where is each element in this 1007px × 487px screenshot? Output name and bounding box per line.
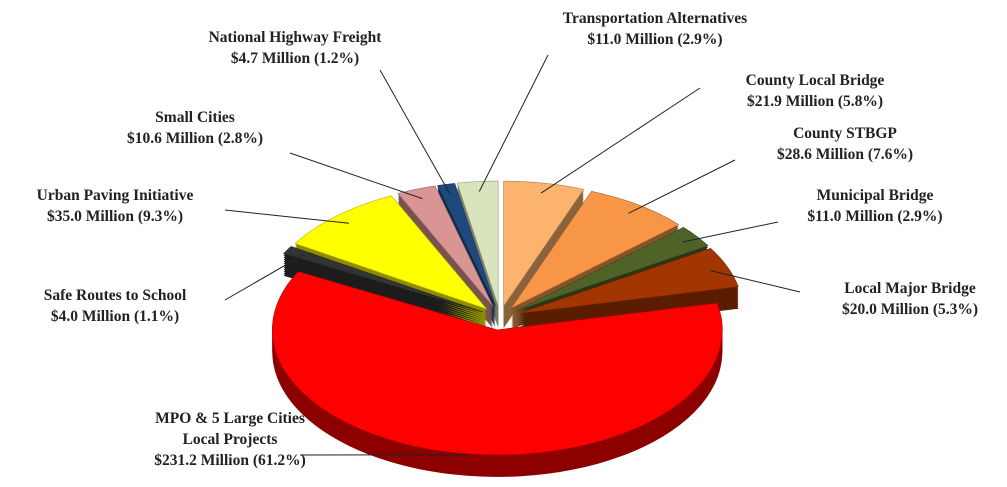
- slice-value-label: $20.0 Million (5.3%): [841, 301, 979, 318]
- slice: [272, 271, 723, 456]
- slice-value-label: $4.0 Million (1.1%): [50, 308, 180, 325]
- slice: [503, 180, 585, 308]
- slice-label: MPO & 5 Large Cities Local Projects: [155, 410, 305, 448]
- slice-value-label: $11.0 Million (2.9%): [587, 31, 723, 48]
- leader-line: [540, 87, 701, 194]
- slice-label: Transportation Alternatives: [562, 10, 748, 27]
- slice: [397, 185, 494, 307]
- slice-value-label: $4.7 Million (1.2%): [230, 50, 360, 67]
- leader-line: [224, 254, 304, 301]
- leader-line: [224, 209, 350, 224]
- leader-line: [681, 221, 779, 243]
- slice-label: County Local Bridge: [745, 72, 885, 89]
- leader-line: [289, 152, 423, 200]
- slice-label: Safe Routes to School: [43, 287, 187, 304]
- slice: [456, 180, 499, 307]
- slice-value-label: $35.0 Million (9.3%): [46, 208, 184, 225]
- slice-label: Urban Paving Initiative: [36, 187, 194, 204]
- slice: [510, 190, 680, 309]
- slice-label: Municipal Bridge: [816, 187, 934, 204]
- slice-value-label: $28.6 Million (7.6%): [776, 146, 914, 163]
- slice-label: Small Cities: [155, 109, 235, 126]
- slice: [518, 248, 739, 314]
- leader-line: [379, 69, 451, 195]
- slice-value-label: $21.9 Million (5.8%): [746, 93, 884, 110]
- slice: [515, 227, 709, 312]
- leader-line: [628, 159, 736, 214]
- slice-value-label: $10.6 Million (2.8%): [126, 130, 264, 147]
- slice-value-label: $11.0 Million (2.9%): [807, 208, 943, 225]
- slice-side: [437, 187, 496, 311]
- slice-label: National Highway Freight: [208, 29, 382, 46]
- slice-label: Local Major Bridge: [844, 280, 976, 297]
- slice: [437, 183, 496, 307]
- slice: [283, 246, 483, 313]
- slice-label: County STBGP: [793, 125, 897, 142]
- leader-line: [710, 270, 801, 293]
- slice: [294, 195, 488, 310]
- leader-line: [478, 54, 549, 192]
- slice-value-label: $231.2 Million (61.2%): [154, 452, 306, 469]
